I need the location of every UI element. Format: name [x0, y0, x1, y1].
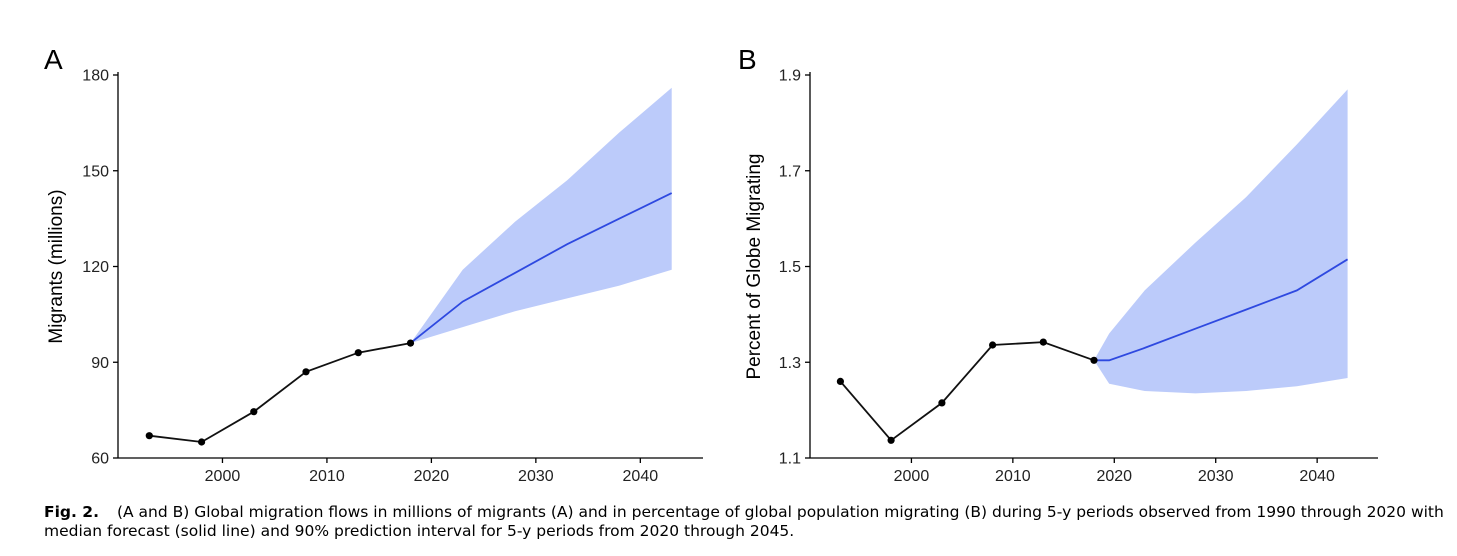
panel-a-y-tick-label: 90 — [91, 355, 109, 372]
panel-a-y-tick-label: 150 — [82, 163, 109, 180]
panel-a-observed-point — [250, 408, 258, 416]
panel-b-y-tick-label: 1.5 — [779, 259, 801, 276]
panel-a-observed-point — [354, 349, 362, 357]
panel-b-percent-chart: 1.1 1.3 1.5 1.7 1.9 2000 2010 2020 2030 2040 Perce… — [738, 44, 1378, 485]
panel-b-y-tick-label: 1.9 — [779, 68, 801, 85]
panel-a-observed-point — [198, 438, 206, 446]
panel-a-x-tick-label: 2020 — [414, 468, 450, 485]
panel-a-x-tick-label: 2040 — [623, 468, 659, 485]
panel-b-x-tick-label: 2010 — [995, 468, 1031, 485]
panel-b-median-forecast-line — [1094, 258, 1349, 362]
panel-b-y-tick-label: 1.1 — [779, 451, 801, 468]
panel-b-observed-point — [1039, 338, 1047, 346]
panel-b-x-tick-label: 2020 — [1096, 468, 1132, 485]
panel-a-y-tick-label: 120 — [82, 259, 109, 276]
panel-a-observed-point — [302, 368, 310, 376]
panel-a-observed-point — [145, 432, 153, 440]
panel-a-letter: A — [44, 44, 63, 75]
panel-b-letter: B — [738, 44, 757, 75]
panel-b-y-axis-title: Percent of Globe Migrating — [744, 153, 765, 379]
panel-b-observed-point — [836, 377, 845, 385]
panel-b-observed-point — [989, 341, 997, 349]
panel-b-y-tick-label: 1.7 — [779, 163, 801, 180]
panel-b-x-tick-label: 2040 — [1299, 468, 1335, 485]
panel-a-x-tick-label: 2000 — [205, 468, 241, 485]
panel-b-x-tick-label: 2030 — [1198, 468, 1234, 485]
panel-a-observed-line — [149, 342, 411, 443]
panel-a-y-tick-label: 60 — [91, 451, 109, 468]
panel-a-y-tick-label: 180 — [82, 68, 109, 85]
figure-caption: Fig. 2. (A and B) Global migration flows … — [44, 503, 1444, 541]
panel-a-prediction-interval-band — [410, 87, 672, 344]
panel-a-median-forecast-line — [409, 192, 673, 344]
panel-a-observed-point — [406, 339, 415, 347]
panel-b-observed-point — [887, 436, 895, 444]
panel-b-y-tick-label: 1.3 — [779, 355, 801, 372]
panel-a-y-axis-title: Migrants (millions) — [46, 189, 67, 343]
panel-a-x-tick-label: 2030 — [518, 468, 554, 485]
panel-b-x-tick-label: 2000 — [894, 468, 930, 485]
panel-a-x-tick-label: 2010 — [309, 468, 345, 485]
panel-b-observed-line — [839, 341, 1095, 442]
caption-text: (A and B) Global migration flows in mill… — [44, 503, 1444, 540]
figure: 60 90 120 150 180 2000 2010 2020 2030 2040 Migrant… — [44, 44, 1378, 485]
panel-b-observed-point — [1090, 356, 1098, 364]
panel-a-migrants-chart: 60 90 120 150 180 2000 2010 2020 2030 2040 Migrant… — [44, 44, 703, 485]
caption-label: Fig. 2. — [44, 503, 99, 521]
panel-b-prediction-interval-band — [1094, 89, 1348, 394]
panel-b-observed-point — [938, 399, 946, 407]
